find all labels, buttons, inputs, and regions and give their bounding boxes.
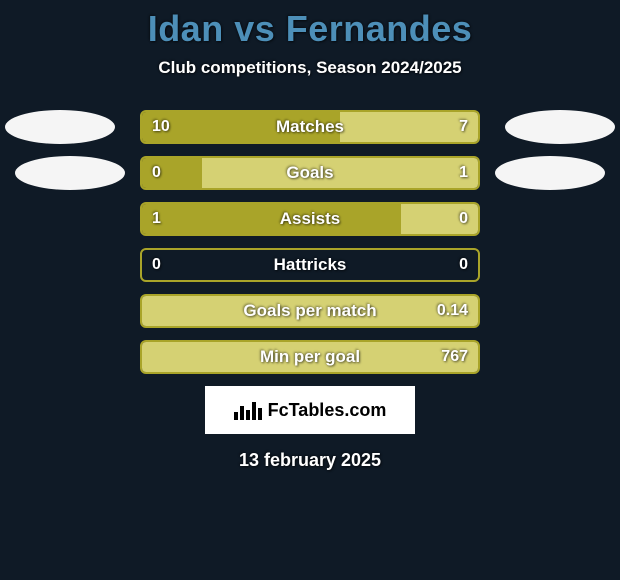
value-right: 0 [459,250,468,280]
metric-label: Goals per match [142,296,478,326]
value-right: 1 [459,158,468,188]
subtitle: Club competitions, Season 2024/2025 [0,58,620,78]
value-right: 0.14 [437,296,468,326]
logo-text: FcTables.com [268,400,387,421]
metric-row: 0 Hattricks 0 [0,248,620,282]
page-title: Idan vs Fernandes [0,0,620,50]
metric-label: Goals [142,158,478,188]
bar-track: 0 Hattricks 0 [140,248,480,282]
value-right: 0 [459,204,468,234]
metric-label: Assists [142,204,478,234]
metric-label: Matches [142,112,478,142]
metric-row: 1 Assists 0 [0,202,620,236]
date-label: 13 february 2025 [0,450,620,471]
value-right: 7 [459,112,468,142]
metric-row: Goals per match 0.14 [0,294,620,328]
player-right-avatar-2 [495,156,605,190]
bar-track: 0 Goals 1 [140,156,480,190]
bar-track: 1 Assists 0 [140,202,480,236]
bar-track: 10 Matches 7 [140,110,480,144]
metrics-chart: 10 Matches 7 0 Goals 1 1 As [0,110,620,374]
value-right: 767 [441,342,468,372]
bar-track: Min per goal 767 [140,340,480,374]
metric-label: Hattricks [142,250,478,280]
player-right-avatar [505,110,615,144]
bar-track: Goals per match 0.14 [140,294,480,328]
metric-row: 0 Goals 1 [0,156,620,190]
player-left-avatar [5,110,115,144]
metric-row: Min per goal 767 [0,340,620,374]
bar-chart-icon [234,400,262,420]
source-logo: FcTables.com [205,386,415,434]
comparison-infographic: Idan vs Fernandes Club competitions, Sea… [0,0,620,580]
player-left-avatar-2 [15,156,125,190]
metric-row: 10 Matches 7 [0,110,620,144]
metric-label: Min per goal [142,342,478,372]
